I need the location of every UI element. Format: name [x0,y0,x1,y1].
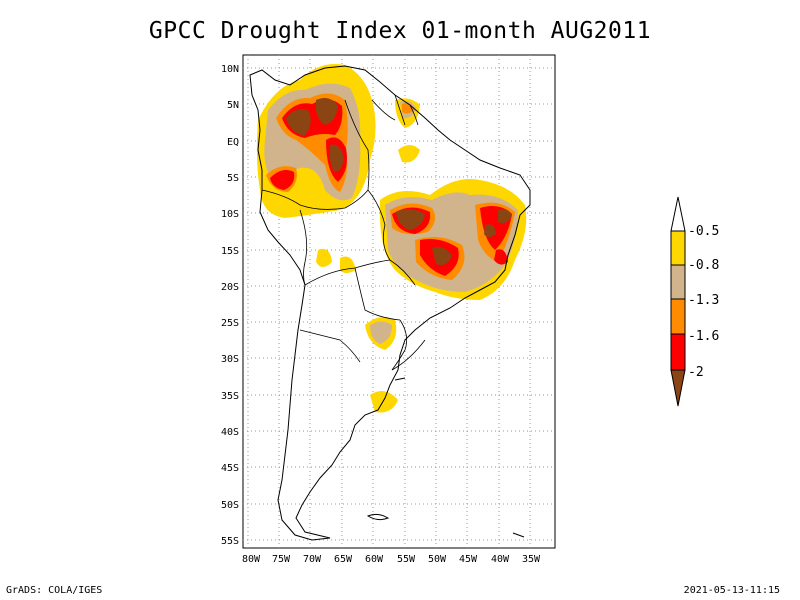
lat-label: 45S [221,463,239,474]
lon-label: 40W [491,554,510,565]
lat-label: 10S [221,209,239,220]
lon-label: 50W [428,554,447,565]
legend-labels: -0.5 -0.8 -1.3 -1.6 -2 [688,224,719,380]
lat-label: EQ [227,137,239,148]
lat-label: 30S [221,354,239,365]
legend-label: -2 [688,365,704,380]
legend-swatch [670,196,686,232]
lon-axis: 80W 75W 70W 65W 60W 55W 50W 45W 40W 35W [242,554,541,565]
lon-label: 45W [459,554,478,565]
legend-swatch [670,369,686,407]
legend-label: -0.5 [688,224,719,239]
footer-credit: GrADS: COLA/IGES [6,585,103,596]
drought-brown-areas [286,98,512,265]
lon-label: 55W [397,554,416,565]
country-borders [261,94,426,371]
color-legend [670,196,686,407]
legend-label: -0.8 [688,258,719,273]
legend-swatch [670,298,686,335]
lat-label: 35S [221,391,239,402]
lat-axis: 10N 5N EQ 5S 10S 15S 20S 25S 30S 35S 40S… [221,64,239,547]
legend-swatch [670,333,686,371]
lat-label: 15S [221,246,239,257]
lat-label: 5S [227,173,239,184]
lon-label: 60W [365,554,384,565]
legend-swatch [670,230,686,266]
lat-label: 10N [221,64,239,75]
lon-label: 35W [522,554,541,565]
lat-label: 20S [221,282,239,293]
lat-label: 50S [221,500,239,511]
lat-label: 55S [221,536,239,547]
lat-label: 5N [227,100,239,111]
islands [366,377,525,538]
legend-label: -1.6 [688,329,719,344]
lat-label: 25S [221,318,239,329]
lon-label: 75W [272,554,291,565]
lon-label: 65W [334,554,353,565]
legend-label: -1.3 [688,293,719,308]
lon-label: 80W [242,554,261,565]
legend-swatch [670,264,686,300]
footer-timestamp: 2021-05-13-11:15 [683,585,780,596]
lon-label: 70W [303,554,322,565]
lat-label: 40S [221,427,239,438]
map-title: GPCC Drought Index 01-month AUG2011 [148,18,652,44]
